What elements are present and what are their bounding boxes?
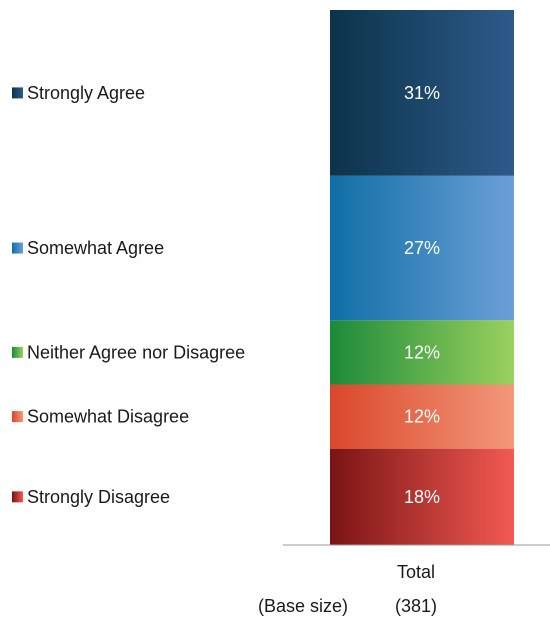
data-label-somewhat-agree: 27% — [404, 238, 440, 258]
legend-swatch-neither-agree-nor-disagree — [12, 346, 23, 358]
data-label-somewhat-disagree: 12% — [404, 407, 440, 427]
legend-label-strongly-agree: Strongly Agree — [27, 83, 145, 103]
bar-stack — [330, 10, 514, 545]
legend-swatch-strongly-agree — [12, 87, 23, 99]
legend-swatch-somewhat-agree — [12, 242, 23, 254]
x-axis: Total (Base size) (381) — [258, 562, 437, 616]
legend: Strongly Agree Somewhat Agree Neither Agre… — [12, 83, 245, 507]
legend-label-somewhat-disagree: Somewhat Disagree — [27, 407, 189, 427]
base-size-label: (Base size) — [258, 596, 348, 616]
data-label-strongly-agree: 31% — [404, 83, 440, 103]
data-label-neither-agree-nor-disagree: 12% — [404, 342, 440, 362]
bar-segment-somewhat-disagree — [330, 384, 514, 449]
legend-label-neither-agree-nor-disagree: Neither Agree nor Disagree — [27, 342, 245, 362]
bar-segment-neither-agree-nor-disagree — [330, 320, 514, 385]
legend-label-strongly-disagree: Strongly Disagree — [27, 487, 170, 507]
data-label-strongly-disagree: 18% — [404, 487, 440, 507]
legend-swatch-somewhat-disagree — [12, 411, 23, 423]
legend-swatch-strongly-disagree — [12, 491, 23, 503]
bar-segment-strongly-disagree — [330, 448, 514, 545]
bar-segment-strongly-agree — [330, 10, 514, 176]
bar-segment-somewhat-agree — [330, 175, 514, 321]
data-labels: 31% 27% 12% 12% 18% — [404, 83, 440, 507]
base-size-value: (381) — [395, 596, 437, 616]
category-label-total: Total — [397, 562, 435, 582]
legend-label-somewhat-agree: Somewhat Agree — [27, 238, 164, 258]
